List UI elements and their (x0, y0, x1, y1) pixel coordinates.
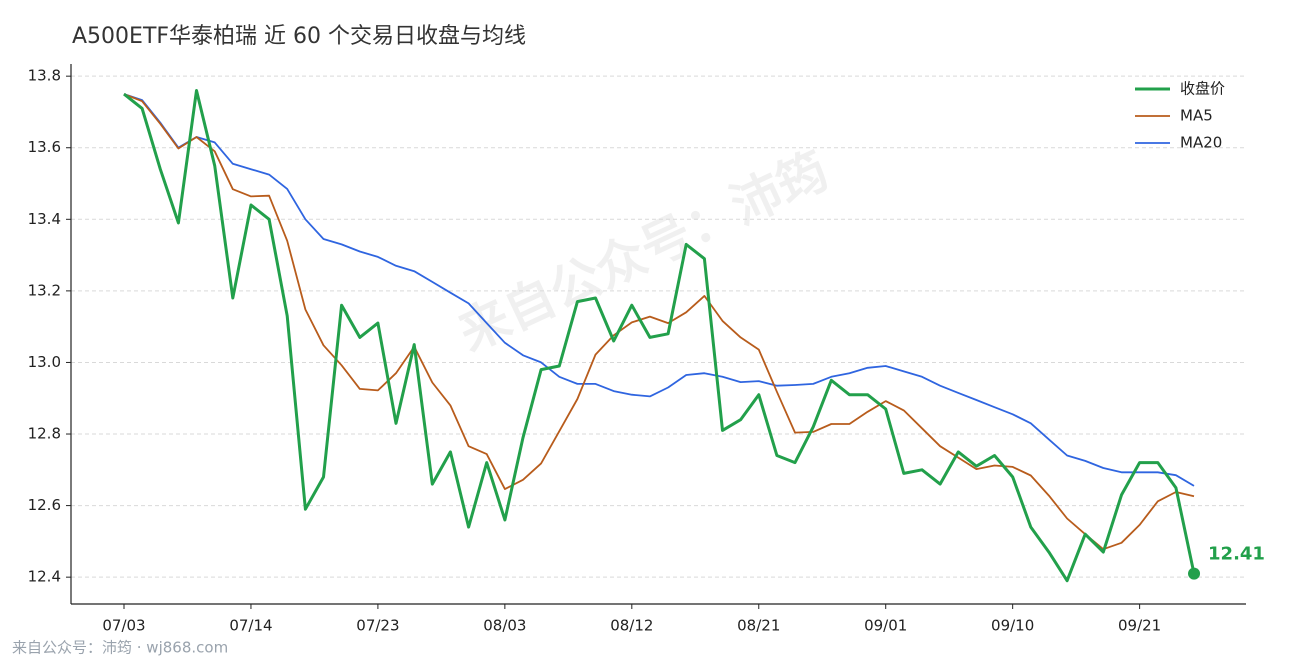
watermark: 来自公众号：沛筠 (450, 141, 837, 363)
x-tick-label: 07/23 (356, 617, 399, 635)
y-tick-label: 13.2 (28, 281, 61, 299)
last-point (1188, 567, 1201, 580)
last-value-label: 12.41 (1208, 544, 1265, 565)
chart-title: A500ETF华泰柏瑞 近 60 个交易日收盘与均线 (72, 24, 526, 49)
y-tick-label: 12.6 (28, 496, 61, 514)
x-tick-label: 08/12 (610, 617, 653, 635)
x-tick-label: 07/14 (229, 617, 272, 635)
x-tick-label: 09/10 (991, 617, 1034, 635)
legend-label: MA5 (1180, 107, 1213, 125)
footer: 来自公众号：沛筠 · wj868.com (12, 639, 228, 657)
legend-label: MA20 (1180, 134, 1222, 152)
x-tick-label: 08/21 (737, 617, 780, 635)
y-tick-label: 13.6 (28, 138, 61, 156)
y-tick-label: 12.8 (28, 425, 61, 443)
x-tick-label: 09/21 (1118, 617, 1161, 635)
x-tick-label: 08/03 (483, 617, 526, 635)
y-tick-label: 12.4 (28, 568, 61, 586)
y-tick-label: 13.0 (28, 353, 61, 371)
y-tick-label: 13.4 (28, 210, 61, 228)
series-line (123, 89, 1196, 583)
series-line (123, 93, 1195, 551)
legend-label: 收盘价 (1180, 80, 1225, 98)
x-tick-label: 09/01 (864, 617, 907, 635)
series-line (123, 93, 1195, 487)
x-tick-label: 07/03 (102, 617, 145, 635)
y-tick-label: 13.8 (28, 67, 61, 85)
